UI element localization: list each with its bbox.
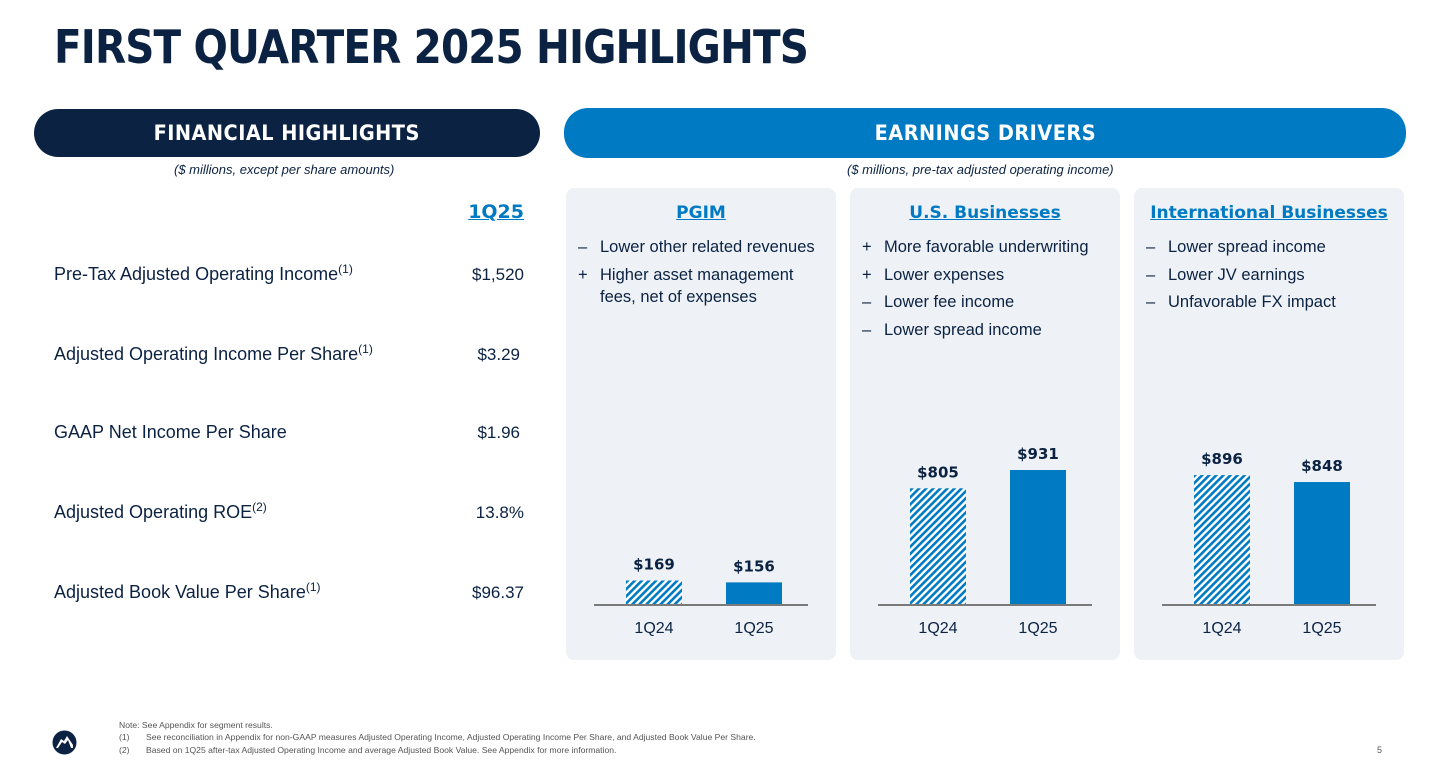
rock-logo-icon xyxy=(52,730,77,755)
earnings-drivers-header: EARNINGS DRIVERS xyxy=(564,108,1406,158)
footnotes: Note: See Appendix for segment results. … xyxy=(119,719,756,756)
metric-value: $1,520 xyxy=(472,265,524,284)
metric-label: Adjusted Operating Income Per Share(1) xyxy=(54,342,373,364)
x-tick-label: 1Q24 xyxy=(918,620,957,637)
driver-item: – Lower JV earnings xyxy=(1146,265,1305,284)
driver-item: + More favorable underwriting xyxy=(862,238,1089,256)
page-number: 5 xyxy=(1377,745,1383,755)
metric-label: Pre-Tax Adjusted Operating Income(1) xyxy=(54,262,353,284)
pgim-bar-chart: $169 1Q24 $156 1Q25 xyxy=(594,555,808,637)
driver-item: – Lower spread income xyxy=(862,320,1042,339)
driver-item: – Lower fee income xyxy=(862,293,1015,311)
metric-row: Pre-Tax Adjusted Operating Income(1) $1,… xyxy=(54,262,524,285)
international-businesses-panel: $896 1Q24 $848 1Q25 International Businesse… xyxy=(1134,188,1404,660)
x-tick-label: 1Q25 xyxy=(734,620,773,637)
us-businesses-bar-chart: $805 1Q24 $931 1Q25 xyxy=(878,445,1092,637)
driver-item: – Unfavorable FX impact xyxy=(1146,293,1336,311)
panel-title: International Businesses xyxy=(1150,203,1388,223)
footnote-note: Note: See Appendix for segment results. xyxy=(119,720,273,730)
international-businesses-bar-chart: $896 1Q24 $848 1Q25 xyxy=(1162,450,1376,637)
page-title: FIRST QUARTER 2025 HIGHLIGHTS xyxy=(54,20,809,74)
driver-list: + More favorable underwriting + Lower expe… xyxy=(862,236,1114,346)
footnote: (1) See reconciliation in Appendix for no… xyxy=(119,732,756,743)
metric-label: GAAP Net Income Per Share xyxy=(54,422,287,442)
x-tick-label: 1Q25 xyxy=(1302,620,1341,637)
metric-row: Adjusted Book Value Per Share(1) $96.37 xyxy=(54,580,524,603)
pgim-panel: $169 1Q24 $156 1Q25 PGIM – Lower other relat… xyxy=(566,188,836,660)
financial-units-note: ($ millions, except per share amounts) xyxy=(174,162,395,177)
bar-1q25 xyxy=(1010,470,1066,605)
metric-value: $96.37 xyxy=(472,583,524,602)
driver-item: + Lower expenses xyxy=(862,265,1005,284)
data-label: $848 xyxy=(1301,457,1343,475)
driver-list: – Lower other related revenues + Higher as… xyxy=(578,236,830,313)
metric-row: Adjusted Operating Income Per Share(1) $… xyxy=(54,342,524,365)
metric-label: Adjusted Operating ROE(2) xyxy=(54,500,267,522)
data-label: $931 xyxy=(1017,445,1059,463)
driver-item: – Lower spread income xyxy=(1146,238,1326,256)
data-label: $156 xyxy=(733,557,775,575)
driver-item: – Lower other related revenues xyxy=(578,238,815,256)
footnote: (2) Based on 1Q25 after-tax Adjusted Oper… xyxy=(119,744,617,755)
metric-value: 13.8% xyxy=(475,503,524,522)
panel-title: PGIM xyxy=(676,203,726,223)
bar-1q24 xyxy=(910,488,966,605)
column-header-1q25: 1Q25 xyxy=(468,201,524,223)
financial-highlights-header: FINANCIAL HIGHLIGHTS xyxy=(34,109,540,157)
earnings-units-note: ($ millions, pre-tax adjusted operating … xyxy=(847,162,1114,177)
data-label: $896 xyxy=(1201,450,1243,468)
bar-1q25 xyxy=(726,582,782,605)
bar-1q24 xyxy=(626,580,682,605)
x-tick-label: 1Q25 xyxy=(1018,620,1057,637)
us-businesses-panel: $805 1Q24 $931 1Q25 U.S. Businesses + More f… xyxy=(850,188,1120,660)
bar-1q25 xyxy=(1294,482,1350,605)
driver-list: – Lower spread income – Lower JV earnings … xyxy=(1146,236,1398,319)
metric-label: Adjusted Book Value Per Share(1) xyxy=(54,580,321,602)
x-tick-label: 1Q24 xyxy=(634,620,673,637)
panel-title: U.S. Businesses xyxy=(909,203,1061,223)
metric-value: $3.29 xyxy=(477,345,520,364)
bar-1q24 xyxy=(1194,475,1250,605)
driver-item: + Higher asset management fees, net of ex… xyxy=(578,265,794,306)
data-label: $169 xyxy=(633,555,675,573)
data-label: $805 xyxy=(917,463,959,481)
metric-value: $1.96 xyxy=(477,423,520,442)
metric-row: GAAP Net Income Per Share $1.96 xyxy=(54,420,524,443)
metric-row: Adjusted Operating ROE(2) 13.8% xyxy=(54,500,524,523)
x-tick-label: 1Q24 xyxy=(1202,620,1241,637)
